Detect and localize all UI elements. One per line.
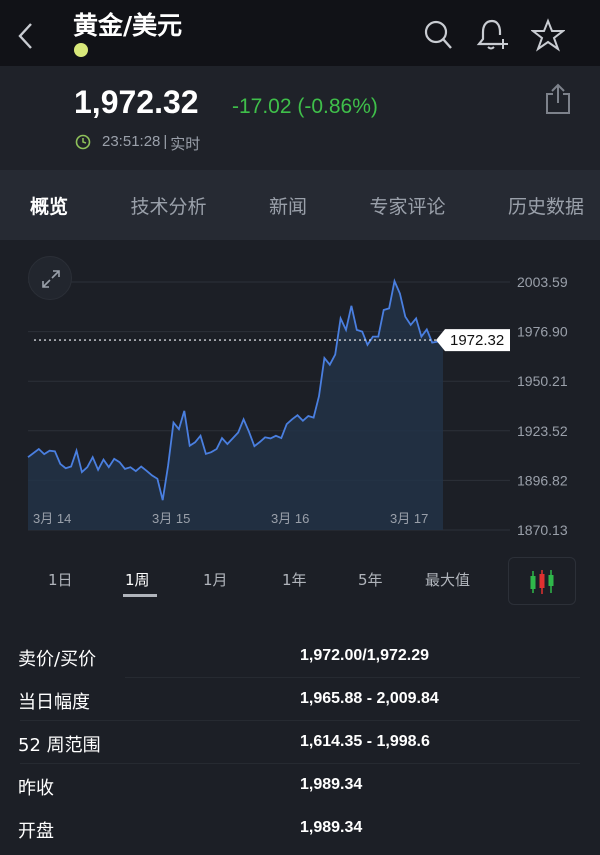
- stat-label: 开盘: [18, 821, 54, 842]
- stat-label: 昨收: [18, 778, 54, 799]
- stat-label: 当日幅度: [18, 692, 90, 713]
- stat-row-52w-range: 52 周范围 1,614.35 - 1,998.6: [0, 721, 600, 764]
- expand-arrows-icon: [42, 270, 60, 288]
- stat-row-open: 开盘 1,989.34: [0, 807, 600, 850]
- stat-value: 1,965.88 - 2,009.84: [300, 690, 439, 707]
- y-tick-label: 1950.21: [517, 373, 568, 389]
- price-chart-svg: 2003.59 1976.90 1950.21 1923.52 1896.82 1870.…: [27, 274, 568, 538]
- row-divider: [20, 763, 580, 764]
- last-price: 1,972.32: [74, 84, 199, 120]
- separator: |: [163, 133, 168, 150]
- range-max[interactable]: 最大值: [425, 571, 471, 589]
- price-change: -17.02 (-0.86%): [232, 95, 378, 118]
- tab-technical-analysis[interactable]: 技术分析: [130, 195, 207, 218]
- y-tick-label: 1870.13: [517, 522, 568, 538]
- quote-panel: 1,972.32 -17.02 (-0.86%) 23:51:28 | 实时: [0, 66, 600, 170]
- range-1d[interactable]: 1日: [48, 571, 73, 589]
- x-tick-label: 3月 14: [33, 511, 71, 526]
- quote-mode: 实时: [170, 136, 201, 153]
- row-divider: [20, 720, 580, 721]
- y-tick-label: 1976.90: [517, 324, 568, 340]
- tab-news[interactable]: 新闻: [268, 195, 307, 218]
- y-tick-label: 1923.52: [517, 423, 568, 439]
- market-status-dot: [74, 43, 88, 57]
- price-area-fill: [28, 281, 443, 530]
- tab-overview[interactable]: 概览: [30, 195, 69, 218]
- y-tick-label: 2003.59: [517, 274, 568, 290]
- stat-label: 52 周范围: [18, 735, 101, 756]
- stat-row-prev-close: 昨收 1,989.34: [0, 764, 600, 807]
- stat-value: 1,614.35 - 1,998.6: [300, 733, 430, 750]
- range-5y[interactable]: 5年: [358, 571, 383, 589]
- candlestick-icon: [530, 570, 554, 594]
- current-price-label: 1972.32: [450, 332, 504, 349]
- price-chart[interactable]: 2003.59 1976.90 1950.21 1923.52 1896.82 1870.…: [0, 240, 600, 555]
- range-selector: 1日 1周 1月 1年 5年 最大值: [0, 555, 600, 605]
- active-range-underline: [123, 594, 157, 597]
- back-chevron-icon[interactable]: [16, 22, 36, 50]
- row-divider: [125, 677, 580, 678]
- y-tick-label: 1896.82: [517, 472, 568, 488]
- bell-plus-icon[interactable]: [476, 17, 510, 53]
- stat-value: 1,989.34: [300, 819, 363, 836]
- fullscreen-button[interactable]: [28, 256, 72, 300]
- quote-time: 23:51:28: [102, 133, 161, 150]
- stat-label: 卖价/买价: [18, 649, 97, 670]
- current-price-tag: 1972.32: [436, 329, 510, 352]
- x-tick-label: 3月 15: [152, 511, 190, 526]
- stat-row-bid-ask: 卖价/买价 1,972.00/1,972.29: [0, 635, 600, 678]
- quote-time-row: 23:51:28 | 实时: [102, 133, 200, 154]
- tab-historical-data[interactable]: 历史数据: [507, 195, 584, 218]
- range-1w[interactable]: 1周: [125, 571, 150, 589]
- tab-expert-comments[interactable]: 专家评论: [369, 195, 446, 218]
- search-icon[interactable]: [423, 19, 455, 51]
- stat-value: 1,972.00/1,972.29: [300, 647, 430, 664]
- range-1y[interactable]: 1年: [282, 571, 307, 589]
- share-icon[interactable]: [544, 82, 572, 116]
- price-line: [27, 278, 444, 501]
- x-tick-label: 3月 16: [271, 511, 309, 526]
- clock-icon: [75, 134, 91, 150]
- range-1m[interactable]: 1月: [203, 571, 228, 589]
- section-tabs: 概览 技术分析 新闻 专家评论 历史数据: [0, 170, 600, 240]
- candlestick-toggle-button[interactable]: [508, 557, 576, 605]
- top-bar: 黄金/美元: [0, 0, 600, 66]
- star-icon[interactable]: [531, 18, 565, 52]
- stat-value: 1,989.34: [300, 776, 363, 793]
- instrument-title: 黄金/美元: [73, 11, 183, 40]
- stat-row-day-range: 当日幅度 1,965.88 - 2,009.84: [0, 678, 600, 721]
- x-tick-label: 3月 17: [390, 511, 428, 526]
